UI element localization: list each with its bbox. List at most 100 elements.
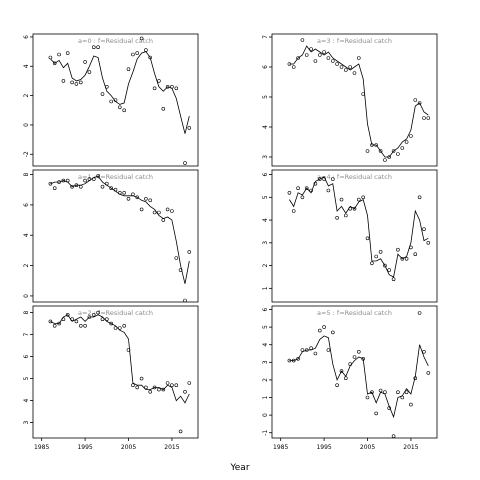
data-point	[304, 186, 309, 190]
panel-frame	[271, 305, 438, 439]
panel-title: a=1 : f=Residual catch	[78, 173, 153, 181]
data-point	[113, 98, 118, 102]
data-point	[79, 184, 83, 189]
data-point	[361, 92, 366, 96]
data-point	[144, 385, 148, 390]
y-tick-label: 2	[262, 378, 269, 382]
data-point	[396, 390, 400, 395]
data-point	[417, 311, 422, 315]
data-point	[300, 348, 305, 352]
data-point	[92, 45, 96, 50]
data-point	[96, 45, 100, 50]
data-point	[348, 362, 353, 366]
data-point	[343, 213, 348, 218]
data-point	[170, 85, 174, 89]
data-point	[309, 188, 313, 193]
data-point	[152, 210, 157, 215]
data-point	[352, 206, 357, 211]
panel-frame	[271, 169, 438, 303]
data-point	[48, 319, 53, 324]
fitted-line	[50, 51, 190, 134]
data-point	[374, 411, 379, 416]
data-point	[52, 186, 57, 190]
data-point	[409, 245, 413, 250]
y-tick-label: 8	[23, 311, 30, 315]
data-point	[400, 395, 405, 400]
data-point	[139, 207, 144, 212]
data-point	[383, 158, 387, 162]
y-tick-label: 0	[262, 413, 269, 417]
data-point	[105, 317, 109, 322]
panel-frame	[32, 33, 199, 167]
y-tick-label: 6	[262, 65, 269, 69]
panel-frame	[271, 33, 438, 167]
data-point	[387, 155, 392, 159]
data-point	[413, 376, 418, 381]
data-point	[178, 268, 183, 272]
data-point	[304, 348, 309, 352]
x-tick-label: 2015	[403, 444, 418, 451]
y-tick-label: 6	[23, 355, 30, 359]
data-point	[339, 197, 344, 202]
data-point	[370, 261, 374, 266]
data-point	[170, 383, 174, 388]
x-tick-label: 2005	[121, 444, 136, 451]
data-point	[365, 149, 370, 153]
panel-title: a=2 : f=Residual catch	[78, 309, 153, 317]
data-point	[174, 86, 179, 91]
data-point	[348, 206, 353, 211]
y-tick-label: 1	[262, 395, 269, 399]
data-point	[417, 195, 422, 200]
data-point	[48, 55, 53, 60]
data-point	[135, 385, 139, 390]
data-point	[348, 65, 353, 69]
data-point	[187, 126, 192, 130]
data-point	[317, 177, 322, 181]
x-tick-label: 1995	[77, 444, 92, 451]
data-point	[96, 310, 100, 315]
y-tick-label: 3	[262, 241, 269, 245]
data-point	[61, 317, 66, 322]
data-point	[170, 209, 174, 213]
data-point	[413, 252, 418, 256]
panel-2: a=3 : f=Residual catch 3 4 5 6 7	[262, 33, 438, 167]
data-point	[378, 149, 383, 153]
y-tick-label: 4	[23, 399, 30, 403]
y-tick-label: 0	[23, 294, 30, 298]
data-point	[126, 197, 131, 201]
data-point	[422, 116, 426, 120]
data-point	[352, 355, 357, 359]
data-point	[148, 55, 152, 60]
data-point	[131, 192, 135, 197]
y-tick-label: 4	[262, 343, 269, 347]
data-point	[152, 86, 157, 91]
data-point	[300, 195, 305, 200]
data-point	[330, 59, 335, 63]
data-point	[100, 92, 105, 96]
data-point	[370, 390, 374, 395]
data-point	[83, 60, 87, 64]
y-tick-label: 7	[23, 333, 30, 337]
data-point	[330, 330, 335, 335]
data-point	[65, 312, 70, 317]
data-point	[335, 383, 339, 388]
data-point	[79, 323, 83, 328]
data-point	[304, 53, 309, 57]
data-point	[322, 177, 326, 181]
data-point	[417, 101, 422, 105]
panel-title: a=0 : f=Residual catch	[78, 37, 153, 45]
data-point	[109, 321, 113, 326]
data-point	[400, 256, 405, 261]
y-tick-label: 4	[262, 125, 269, 129]
data-point	[287, 62, 292, 66]
data-point	[291, 65, 296, 69]
data-point	[139, 36, 144, 41]
data-point	[335, 62, 339, 66]
data-point	[404, 140, 409, 144]
data-point	[383, 263, 387, 268]
y-tick-label: 3	[262, 360, 269, 364]
data-point	[296, 186, 300, 190]
data-point	[343, 68, 348, 72]
data-point	[118, 105, 122, 110]
data-point	[74, 319, 79, 324]
